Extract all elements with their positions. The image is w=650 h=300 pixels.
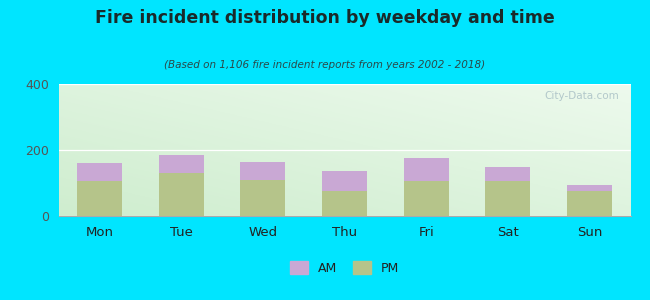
- Bar: [322, 171, 367, 191]
- Bar: [404, 158, 448, 181]
- Bar: [486, 167, 530, 181]
- Legend: AM, PM: AM, PM: [286, 257, 403, 278]
- Bar: [240, 161, 285, 180]
- Bar: [159, 173, 203, 216]
- Bar: [486, 181, 530, 216]
- Text: Fire incident distribution by weekday and time: Fire incident distribution by weekday an…: [95, 9, 555, 27]
- Bar: [240, 180, 285, 216]
- Bar: [77, 181, 122, 216]
- Bar: [77, 163, 122, 181]
- Bar: [322, 191, 367, 216]
- Bar: [159, 155, 203, 173]
- Bar: [404, 181, 448, 216]
- Bar: [567, 184, 612, 191]
- Bar: [567, 191, 612, 216]
- Text: City-Data.com: City-Data.com: [544, 91, 619, 100]
- Text: (Based on 1,106 fire incident reports from years 2002 - 2018): (Based on 1,106 fire incident reports fr…: [164, 60, 486, 70]
